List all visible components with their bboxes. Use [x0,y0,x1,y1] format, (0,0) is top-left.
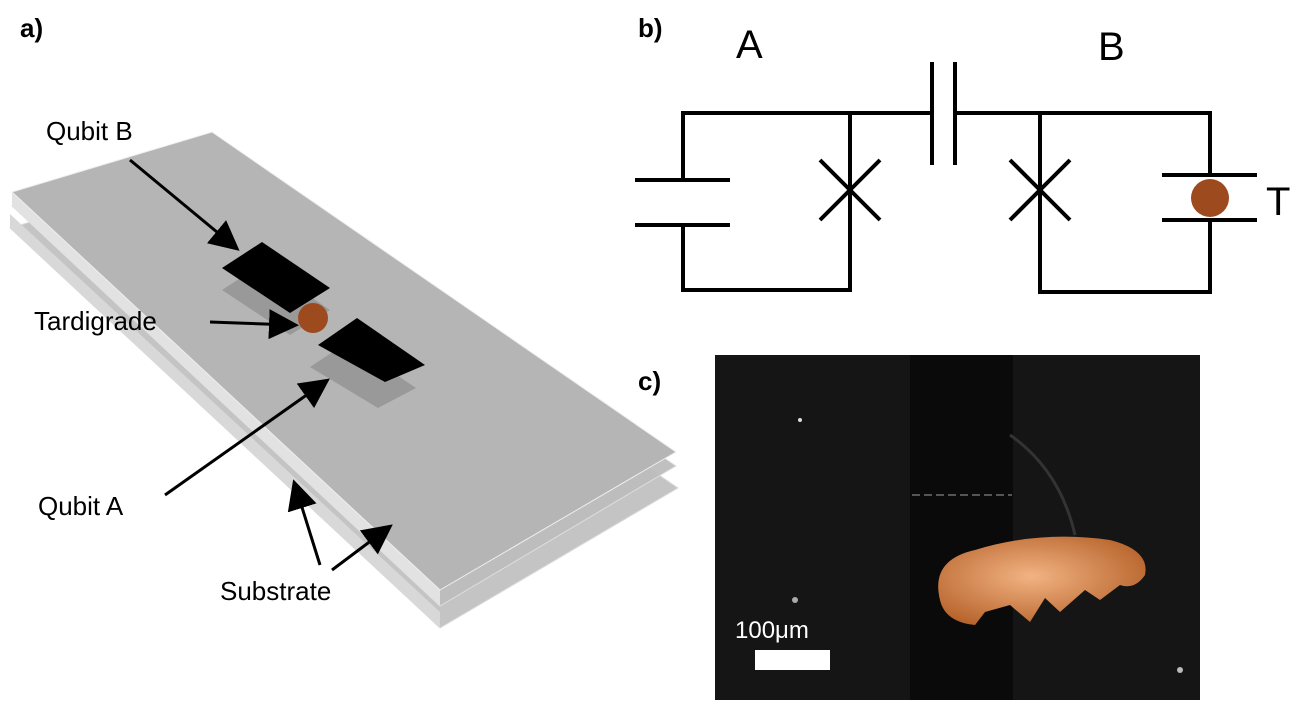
scale-bar-label: 100μm [735,617,809,644]
page: a) Qubit B Tardigrade Qubit A Substrate … [0,0,1307,702]
annotation: T [1266,180,1290,224]
annotation: A [736,23,763,67]
annotation: Substrate [220,576,331,606]
circuit [635,62,1257,292]
panel-label: c) [638,366,661,396]
figure: a) Qubit B Tardigrade Qubit A Substrate … [0,0,1307,702]
annotation: Qubit B [46,116,133,146]
annotation: Tardigrade [34,306,157,336]
panel-label: a) [20,13,43,43]
annotation: B [1098,25,1125,69]
photo [715,355,1200,700]
panel-label: b) [638,13,663,43]
annotation: Qubit A [38,491,124,521]
